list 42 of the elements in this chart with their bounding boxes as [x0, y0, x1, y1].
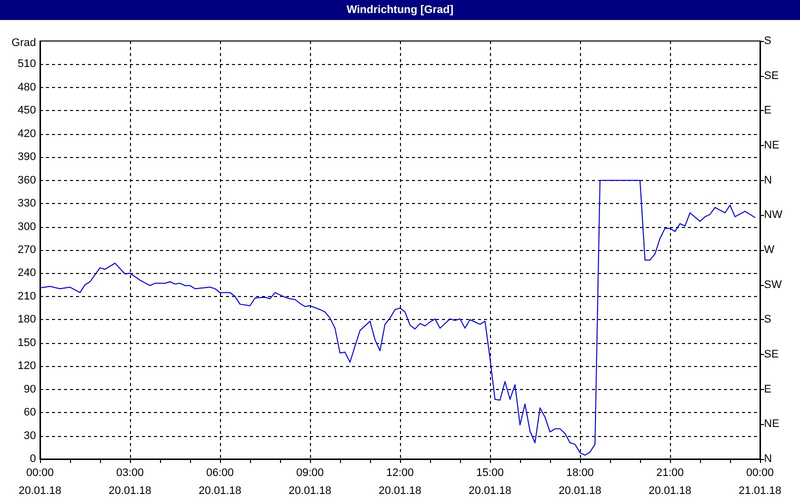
y-tick-label: 390 [18, 151, 36, 164]
y-tick-label: 0 [30, 453, 36, 465]
category-label: SW [764, 278, 782, 291]
x-tick-label: 18:00 20.01.18 [558, 467, 602, 497]
x-tick-label: 00:00 21.01.18 [738, 467, 782, 497]
chart-title: Windrichtung [Grad] [0, 0, 800, 20]
y-tick-label: 90 [24, 383, 36, 396]
category-label: S [764, 314, 772, 326]
x-tick-label: 00:00 20.01.18 [18, 467, 62, 497]
category-label: SE [764, 70, 779, 82]
y-tick-label: 30 [24, 430, 36, 442]
y-axis-title: Grad [12, 37, 36, 49]
y-tick-label: 240 [18, 267, 36, 280]
y-tick-label: 420 [18, 128, 36, 140]
y-tick-label: 510 [18, 58, 36, 70]
x-tick-label: 15:00 20.01.18 [468, 467, 512, 497]
category-label: E [764, 383, 772, 396]
category-label: SE [764, 348, 779, 360]
y-tick-label: 180 [18, 314, 36, 326]
x-tick-label: 09:00 20.01.18 [288, 467, 332, 497]
y-tick-label: 120 [18, 360, 36, 372]
y-tick-label: 60 [24, 406, 36, 419]
x-tick-label: 21:00 20.01.18 [648, 467, 692, 497]
y-tick-label: 360 [18, 174, 36, 186]
y-tick-label: 150 [18, 336, 36, 349]
category-label: NE [764, 418, 780, 430]
y-tick-label: 210 [18, 290, 36, 302]
y-tick-label: 300 [18, 220, 36, 233]
y-tick-label: 450 [18, 104, 36, 117]
x-tick-label: 12:00 20.01.18 [378, 467, 422, 497]
x-tick-label: 03:00 20.01.18 [108, 467, 152, 497]
category-label: N [764, 174, 772, 186]
category-label: NW [764, 209, 782, 222]
y-tick-label: 480 [18, 81, 36, 94]
category-label: W [764, 244, 774, 256]
category-label: NE [764, 140, 780, 152]
y-tick-label: 330 [18, 198, 36, 210]
category-label: N [764, 453, 772, 465]
x-tick-label: 06:00 20.01.18 [198, 467, 242, 497]
y-tick-label: 270 [18, 244, 36, 256]
category-label: E [764, 104, 772, 117]
category-label: S [764, 35, 772, 47]
